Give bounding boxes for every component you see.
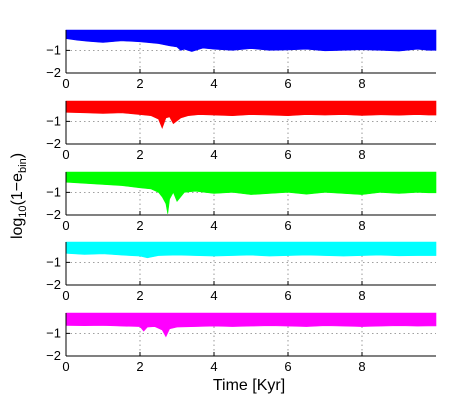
- y-tick-label: −2: [46, 348, 61, 363]
- y-axis-title-main: log: [9, 218, 26, 239]
- y-axis-title-end: ): [9, 153, 26, 158]
- x-tick-label: 4: [210, 76, 217, 91]
- y-tick-label: −2: [46, 136, 61, 151]
- series-band: [65, 100, 437, 129]
- series-band: [65, 241, 437, 259]
- y-tick-label: −1: [46, 42, 61, 57]
- y-tick-label: −2: [46, 207, 61, 222]
- panel-5: 0 2 4 6 8 −1 −2: [46, 312, 437, 374]
- x-tick-label: 0: [62, 359, 69, 374]
- y-tick-label: −2: [46, 277, 61, 292]
- series-band: [65, 171, 437, 214]
- x-tick-label: 8: [358, 147, 365, 162]
- x-tick-label: 2: [136, 218, 143, 233]
- x-tick-label: 6: [284, 218, 291, 233]
- x-tick-label: 0: [62, 218, 69, 233]
- x-tick-label: 6: [284, 359, 291, 374]
- y-tick-label: −2: [46, 65, 61, 80]
- series-band: [65, 29, 437, 52]
- panels: 0 2 4 6 8−1−20 2 4 6 8−1−20 2 4 6 8−1−20 2 4 6 8−1−20 2 4 6…: [46, 29, 437, 374]
- panel-2: 0 2 4 6 8 −1 −2: [46, 100, 437, 162]
- x-tick-label: 4: [210, 359, 217, 374]
- x-axis-title: Time [Kyr]: [213, 377, 285, 394]
- x-tick-label: 2: [136, 359, 143, 374]
- x-tick-label: 0: [62, 76, 69, 91]
- x-tick-label: 2: [136, 147, 143, 162]
- x-tick-label: 2: [136, 288, 143, 303]
- x-tick-label: 2: [136, 76, 143, 91]
- panel-4: 0 2 4 6 8 −1 −2: [46, 241, 437, 303]
- x-tick-label: 4: [210, 218, 217, 233]
- x-tick-label: 0: [62, 147, 69, 162]
- y-axis-title-sub2: bin: [17, 158, 29, 173]
- y-axis-title-mid: (1−e: [9, 173, 26, 206]
- panel-1: 0 2 4 6 8 −1 −2: [46, 29, 437, 91]
- x-tick-label: 6: [284, 288, 291, 303]
- x-tick-label: 6: [284, 76, 291, 91]
- y-tick-label: −1: [46, 113, 61, 128]
- y-tick-label: −1: [46, 325, 61, 340]
- x-tick-label: 8: [358, 218, 365, 233]
- y-axis-title-sub: 10: [17, 205, 29, 217]
- y-axis-title: log10(1−ebin): [9, 153, 29, 239]
- x-tick-label: 8: [358, 359, 365, 374]
- x-tick-label: 0: [62, 288, 69, 303]
- x-tick-label: 8: [358, 288, 365, 303]
- y-tick-label: −1: [46, 184, 61, 199]
- x-tick-label: 4: [210, 147, 217, 162]
- x-tick-label: 6: [284, 147, 291, 162]
- x-tick-label: 8: [358, 76, 365, 91]
- y-tick-label: −1: [46, 254, 61, 269]
- series-band: [65, 312, 437, 338]
- panel-3: 0 2 4 6 8 −1 −2: [46, 171, 437, 233]
- x-tick-label: 4: [210, 288, 217, 303]
